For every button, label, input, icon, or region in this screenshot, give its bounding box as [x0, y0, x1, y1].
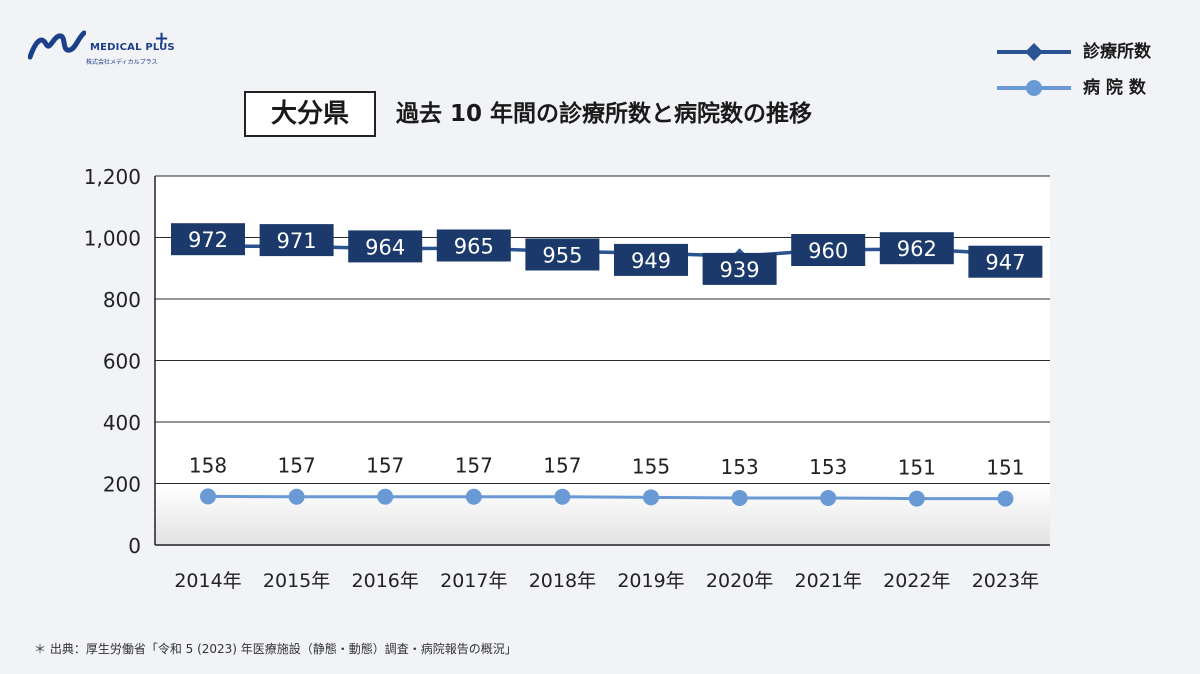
y-tick-label: 0 — [128, 534, 141, 558]
data-label-clinics: 971 — [277, 229, 317, 253]
x-tick-label: 2014年 — [174, 570, 241, 592]
legend-item-hospitals: 病 院 数 — [995, 72, 1195, 108]
data-point-hospitals — [554, 488, 571, 505]
series-line-clinics — [207, 244, 1006, 259]
data-label-hospitals: 158 — [189, 453, 227, 477]
chart-legend: 診療所数 病 院 数 — [995, 36, 1195, 108]
y-tick-label: 1,200 — [84, 165, 141, 189]
data-label-hospitals: 155 — [632, 454, 670, 478]
data-label-clinics: 955 — [542, 244, 582, 268]
circle-marker-icon — [997, 80, 1071, 96]
data-label-box-clinics — [259, 224, 334, 257]
source-note: ＊ 出典：厚生労働省「令和 5 (2023) 年医療施設（静態・動態）調査・病院… — [34, 642, 517, 656]
data-label-box-clinics — [525, 238, 600, 271]
data-point-hospitals — [997, 490, 1014, 507]
legend-item-clinics: 診療所数 — [995, 36, 1195, 72]
x-tick-label: 2018年 — [529, 570, 596, 592]
data-label-hospitals: 157 — [455, 454, 493, 478]
data-label-hospitals: 153 — [721, 455, 759, 479]
data-label-clinics: 949 — [631, 249, 671, 273]
legend-label-clinics: 診療所数 — [1083, 42, 1151, 62]
data-label-clinics: 960 — [808, 239, 848, 263]
data-point-hospitals — [465, 488, 482, 505]
y-tick-label: 200 — [103, 473, 141, 497]
data-point-hospitals — [820, 489, 837, 506]
diamond-marker-icon — [997, 43, 1071, 61]
series-line-hospitals — [207, 494, 1006, 501]
legend-label-hospitals: 病 院 数 — [1083, 78, 1146, 98]
data-label-hospitals: 153 — [809, 455, 847, 479]
y-tick-label: 600 — [103, 350, 141, 374]
data-label-hospitals: 151 — [898, 456, 936, 480]
logo-subtitle: 株式会社メディカルプラス — [86, 59, 158, 66]
data-label-box-clinics — [171, 223, 245, 256]
x-tick-label: 2019年 — [617, 570, 684, 592]
data-label-box-clinics — [436, 229, 511, 262]
y-tick-label: 1,000 — [84, 227, 141, 251]
data-label-hospitals: 151 — [986, 456, 1024, 480]
data-label-hospitals: 157 — [543, 454, 581, 478]
data-point-hospitals — [377, 488, 394, 505]
data-point-hospitals — [200, 488, 216, 505]
data-label-box-clinics — [702, 252, 777, 285]
logo-mark-icon — [27, 30, 87, 60]
data-label-box-clinics — [968, 245, 1043, 278]
x-tick-label: 2020年 — [706, 570, 773, 592]
data-label-box-clinics — [879, 232, 954, 265]
data-label-hospitals: 157 — [366, 454, 404, 478]
y-tick-label: 800 — [103, 288, 141, 312]
x-tick-label: 2017年 — [440, 570, 507, 592]
data-label-clinics: 962 — [897, 237, 937, 261]
company-logo: MEDICAL PLUS + 株式会社メディカルプラス — [27, 28, 178, 70]
data-label-box-clinics — [348, 230, 423, 263]
x-tick-label: 2023年 — [972, 570, 1039, 592]
data-label-clinics: 972 — [188, 228, 228, 252]
data-label-hospitals: 157 — [278, 454, 316, 478]
x-tick-label: 2022年 — [883, 570, 950, 592]
x-tick-label: 2015年 — [263, 570, 330, 592]
data-label-clinics: 947 — [985, 251, 1025, 275]
logo-plus: + — [154, 28, 170, 49]
logo-name: MEDICAL PLUS — [90, 42, 175, 53]
x-tick-label: 2021年 — [795, 570, 862, 592]
prefecture-title: 大分県 — [244, 91, 376, 137]
data-point-hospitals — [288, 488, 305, 505]
data-label-box-clinics — [614, 243, 688, 276]
y-tick-label: 400 — [103, 411, 141, 435]
x-tick-label: 2016年 — [352, 570, 419, 592]
data-label-clinics: 939 — [720, 258, 760, 282]
data-label-clinics: 964 — [365, 235, 405, 259]
chart-title: 過去 10 年間の診療所数と病院数の推移 — [396, 101, 813, 127]
data-point-hospitals — [908, 490, 925, 507]
data-point-hospitals — [643, 489, 659, 506]
data-point-hospitals — [731, 489, 748, 506]
data-label-clinics: 965 — [454, 235, 494, 259]
data-label-box-clinics — [791, 234, 866, 266]
